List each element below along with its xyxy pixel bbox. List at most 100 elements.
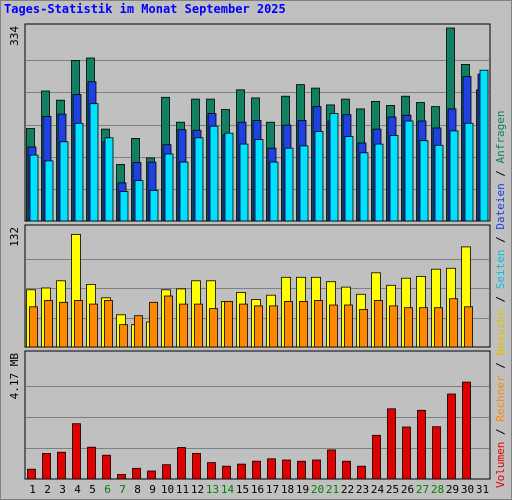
rechner-bar-day-24 — [374, 300, 383, 348]
legend-rechner: Rechner — [494, 375, 507, 422]
volumen-bar-day-19 — [297, 460, 306, 480]
seiten-bar-day-16 — [254, 139, 264, 222]
seiten-bar-day-3 — [59, 141, 69, 222]
rechner-bar-day-11 — [179, 303, 188, 348]
volumen-bar-day-25 — [387, 408, 396, 480]
seiten-bar-day-7 — [119, 191, 129, 222]
seiten-bar-day-15 — [239, 143, 249, 222]
x-label-day-7: 7 — [119, 483, 126, 496]
x-label-day-23: 23 — [356, 483, 369, 496]
rechner-bar-day-7 — [119, 324, 128, 348]
rechner-bar-day-27 — [419, 307, 428, 348]
seiten-bar-day-11 — [179, 161, 189, 222]
volumen-bar-day-28 — [432, 426, 441, 480]
seiten-bar-day-17 — [269, 161, 279, 222]
x-label-day-17: 17 — [266, 483, 279, 496]
volumen-bar-day-23 — [357, 465, 366, 480]
x-label-day-28: 28 — [431, 483, 444, 496]
seiten-bar-day-27 — [419, 140, 429, 222]
x-label-day-14: 14 — [221, 483, 235, 496]
volumen-bar-day-16 — [252, 460, 261, 480]
x-label-day-6: 6 — [104, 483, 111, 496]
x-label-day-12: 12 — [191, 483, 204, 496]
x-label-day-2: 2 — [44, 483, 51, 496]
x-label-day-19: 19 — [296, 483, 309, 496]
volumen-bar-day-5 — [87, 446, 96, 480]
rechner-bar-day-12 — [194, 303, 203, 348]
legend-separator: / — [494, 356, 507, 376]
volumen-bar-day-26 — [402, 426, 411, 480]
rechner-bar-day-3 — [59, 301, 68, 348]
x-label-day-9: 9 — [149, 483, 156, 496]
seiten-bar-day-10 — [164, 153, 174, 222]
rechner-bar-day-21 — [329, 304, 338, 348]
chart-title: Tages-Statistik im Monat September 2025 — [4, 2, 286, 16]
rechner-bar-day-9 — [149, 301, 158, 348]
rechner-bar-day-26 — [404, 307, 413, 348]
rechner-bar-day-1 — [29, 306, 38, 348]
volumen-bar-day-20 — [312, 459, 321, 480]
rechner-bar-day-23 — [359, 309, 368, 348]
seiten-bar-day-22 — [344, 136, 354, 222]
rechner-bar-day-16 — [254, 305, 263, 348]
legend-dateien: Dateien — [494, 183, 507, 229]
x-label-day-20: 20 — [311, 483, 324, 496]
volumen-bar-day-3 — [57, 451, 66, 480]
seiten-bar-day-28 — [434, 144, 444, 222]
rechner-bar-day-10 — [164, 295, 173, 348]
volumen-bar-day-4 — [72, 423, 81, 480]
legend-anfragen: Anfragen — [494, 110, 507, 163]
seiten-bar-day-6 — [104, 137, 114, 222]
volumen-bar-day-30 — [462, 381, 471, 480]
seiten-bar-day-23 — [359, 152, 369, 222]
y-max-label-2: 132 — [8, 227, 21, 247]
rechner-bar-day-18 — [284, 300, 293, 348]
volumen-bar-day-18 — [282, 459, 291, 480]
volumen-bar-day-2 — [42, 452, 51, 480]
seiten-bar-day-5 — [89, 103, 99, 222]
rechner-bar-day-5 — [89, 303, 98, 348]
volumen-bar-day-27 — [417, 409, 426, 480]
rechner-bar-day-22 — [344, 304, 353, 348]
seiten-bar-day-19 — [299, 145, 309, 222]
x-label-day-26: 26 — [401, 483, 414, 496]
volumen-bar-day-11 — [177, 447, 186, 480]
seiten-bar-day-18 — [284, 147, 294, 222]
x-label-day-25: 25 — [386, 483, 399, 496]
volumen-bar-day-14 — [222, 465, 231, 480]
seiten-bar-day-13 — [209, 125, 219, 222]
rechner-bar-day-6 — [104, 300, 113, 348]
seiten-bar-day-24 — [374, 143, 384, 222]
x-label-day-21: 21 — [326, 483, 339, 496]
x-label-day-15: 15 — [236, 483, 249, 496]
x-label-day-3: 3 — [59, 483, 66, 496]
seiten-bar-day-4 — [74, 122, 84, 222]
rechner-bar-day-2 — [44, 300, 53, 348]
x-label-day-11: 11 — [176, 483, 189, 496]
x-label-day-31: 31 — [476, 483, 489, 496]
legend-separator: / — [494, 289, 507, 309]
seiten-bar-day-2 — [44, 160, 54, 222]
legend-separator: / — [494, 230, 507, 250]
volumen-bar-day-24 — [372, 434, 381, 480]
rechner-bar-day-4 — [74, 300, 83, 348]
x-label-day-24: 24 — [371, 483, 385, 496]
seiten-bar-day-31 — [479, 69, 489, 222]
x-label-day-29: 29 — [446, 483, 459, 496]
seiten-bar-day-26 — [404, 120, 414, 222]
x-label-day-30: 30 — [461, 483, 474, 496]
seiten-bar-day-20 — [314, 130, 324, 222]
seiten-bar-day-29 — [449, 130, 459, 222]
rechner-bar-day-17 — [269, 305, 278, 348]
seiten-bar-day-25 — [389, 135, 399, 222]
legend-seiten: Seiten — [494, 250, 507, 290]
volumen-bar-day-10 — [162, 464, 171, 480]
rechner-bar-day-28 — [434, 307, 443, 348]
x-label-day-22: 22 — [341, 483, 354, 496]
volumen-bar-day-21 — [327, 449, 336, 480]
x-label-day-1: 1 — [29, 483, 36, 496]
volumen-bar-day-6 — [102, 454, 111, 480]
rechner-bar-day-25 — [389, 305, 398, 348]
legend-separator: / — [494, 163, 507, 183]
